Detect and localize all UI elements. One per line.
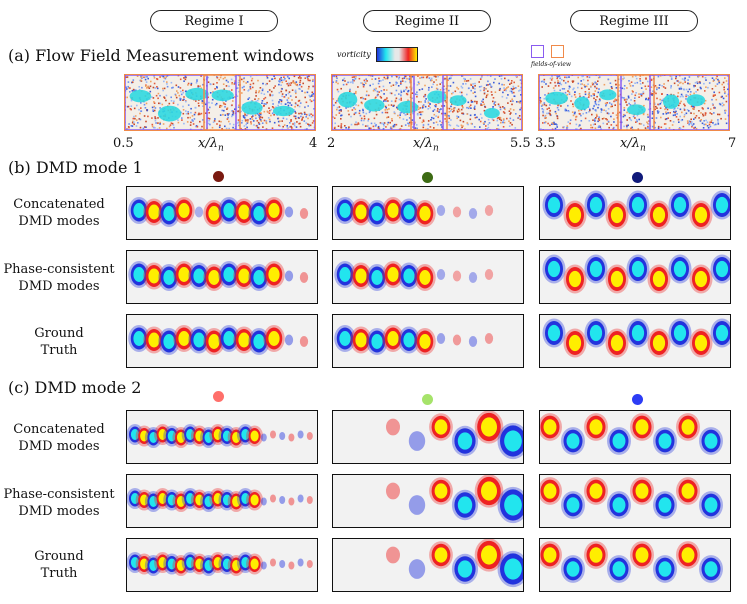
axis-2-start: 2: [327, 136, 336, 151]
measurement-window-regime-2: [331, 74, 523, 131]
mode2-dot-regime-1: [213, 391, 224, 402]
mode2-dot-regime-2: [422, 394, 433, 405]
section-b-title: (b) DMD mode 1: [8, 158, 143, 177]
mode1-ground-truth-regime-1: [126, 314, 318, 368]
regime-3-header: Regime III: [570, 10, 698, 32]
mode1-phase-consistent-regime-2: [332, 250, 524, 304]
mode1-ground-truth-regime-2: [332, 314, 524, 368]
mode1-dot-regime-3: [632, 172, 643, 183]
mode1-phase-consistent-regime-3: [539, 250, 731, 304]
regime-1-header: Regime I: [150, 10, 278, 32]
mode1-concatenated-regime-2: [332, 186, 524, 240]
b-row-label-ground-truth: Ground Truth: [34, 326, 84, 358]
c-row-label-phase-consistent: Phase-consistent DMD modes: [3, 487, 115, 519]
mode1-concatenated-regime-3: [539, 186, 731, 240]
fov-legend-orange-box: [551, 45, 564, 58]
mode2-concatenated-regime-2: [332, 410, 524, 464]
axis-2-end: 5.5: [510, 136, 531, 151]
axis-1-end: 4: [309, 136, 318, 151]
axis-3-start: 3.5: [535, 136, 556, 151]
axis-3-label: x/λn: [620, 136, 646, 154]
mode2-ground-truth-regime-3: [539, 538, 731, 592]
mode1-ground-truth-regime-3: [539, 314, 731, 368]
regime-2-label: Regime II: [394, 13, 460, 29]
b-row-label-concatenated: Concatenated DMD modes: [13, 197, 105, 229]
c-row-label-concatenated: Concatenated DMD modes: [13, 422, 105, 454]
axis-2-label: x/λn: [413, 136, 439, 154]
fov-legend-label: fields-of-view: [531, 61, 572, 68]
section-c-title: (c) DMD mode 2: [8, 378, 142, 397]
regime-1-label: Regime I: [184, 13, 244, 29]
fov-legend-purple-box: [531, 45, 544, 58]
regime-3-label: Regime III: [599, 13, 669, 29]
axis-3-end: 7: [728, 136, 737, 151]
mode1-phase-consistent-regime-1: [126, 250, 318, 304]
mode2-concatenated-regime-3: [539, 410, 731, 464]
vorticity-label: vorticity: [337, 50, 371, 59]
c-row-label-ground-truth: Ground Truth: [34, 549, 84, 581]
measurement-window-regime-3: [538, 74, 730, 131]
mode2-phase-consistent-regime-2: [332, 474, 524, 528]
mode2-concatenated-regime-1: [126, 410, 318, 464]
mode2-ground-truth-regime-2: [332, 538, 524, 592]
mode1-dot-regime-1: [213, 171, 224, 182]
axis-1-start: 0.5: [113, 136, 134, 151]
axis-1-label: x/λn: [198, 136, 224, 154]
measurement-window-regime-1: [124, 74, 316, 131]
mode1-concatenated-regime-1: [126, 186, 318, 240]
mode2-phase-consistent-regime-1: [126, 474, 318, 528]
mode2-phase-consistent-regime-3: [539, 474, 731, 528]
mode2-ground-truth-regime-1: [126, 538, 318, 592]
mode2-dot-regime-3: [632, 394, 643, 405]
mode1-dot-regime-2: [422, 172, 433, 183]
vorticity-colorbar: [376, 47, 418, 62]
section-a-title: (a) Flow Field Measurement windows: [8, 46, 315, 65]
b-row-label-phase-consistent: Phase-consistent DMD modes: [3, 262, 115, 294]
regime-2-header: Regime II: [363, 10, 491, 32]
